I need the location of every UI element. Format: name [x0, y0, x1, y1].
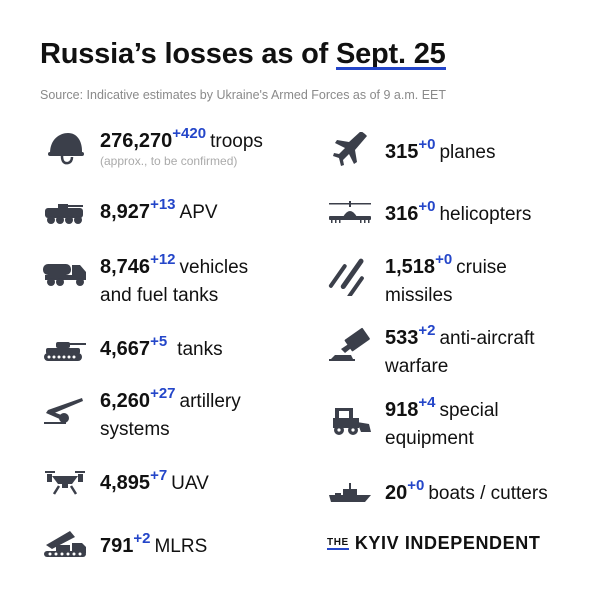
artillery-icon	[40, 392, 90, 432]
stat-label: helicopters	[439, 204, 532, 225]
kyiv-independent-logo: THE KYIV INDEPENDENT	[327, 533, 540, 554]
stat-delta: +13	[150, 196, 176, 213]
stat-delta: +0	[435, 251, 453, 268]
stat-delta: +5	[150, 333, 168, 350]
title-prefix: Russia’s losses as of	[40, 38, 329, 70]
stat-delta: +7	[150, 467, 168, 484]
stat-value: 1,518	[385, 256, 436, 278]
stat-value: 316	[385, 203, 419, 225]
tank-icon	[40, 330, 90, 370]
stat-vehicles: 8,746+12 vehicles and fuel tanks	[100, 251, 249, 309]
stat-delta: +2	[133, 530, 151, 547]
stat-uav: 4,895+7 UAV	[100, 467, 209, 498]
helicopter-icon	[325, 193, 375, 233]
stat-delta: +12	[150, 251, 176, 268]
stat-delta: +0	[407, 477, 425, 494]
fuel-truck-icon	[40, 254, 90, 294]
stat-label: tanks	[177, 339, 223, 360]
stat-delta: +0	[418, 136, 436, 153]
stat-value: 791	[100, 535, 134, 557]
source-note: Source: Indicative estimates by Ukraine'…	[40, 88, 447, 102]
loader-icon	[325, 400, 375, 440]
helmet-icon	[40, 127, 90, 167]
stat-troops: 276,270+420 troops (approx., to be confir…	[100, 125, 263, 168]
stat-special-equipment: 918+4 special equipment	[385, 394, 499, 452]
stat-value: 315	[385, 141, 419, 163]
stat-boats: 20+0 boats / cutters	[385, 477, 548, 508]
drone-icon	[40, 464, 90, 504]
stat-label: MLRS	[154, 536, 208, 557]
stat-delta: +0	[418, 198, 436, 215]
stat-label: special	[439, 400, 499, 421]
stat-label-line2: equipment	[385, 428, 474, 449]
stat-label-line2: systems	[100, 419, 170, 440]
stat-artillery: 6,260+27 artillery systems	[100, 385, 241, 443]
stat-label: cruise	[456, 257, 507, 278]
stat-label: vehicles	[179, 257, 249, 278]
stat-label: troops	[210, 131, 263, 152]
stat-label: planes	[439, 142, 496, 163]
stat-value: 4,895	[100, 472, 151, 494]
stat-value: 8,927	[100, 201, 151, 223]
missile-icon	[325, 256, 375, 296]
stat-value: 8,746	[100, 256, 151, 278]
stat-value: 533	[385, 327, 419, 349]
stat-cruise-missiles: 1,518+0 cruise missiles	[385, 251, 507, 309]
stat-anti-aircraft: 533+2 anti-aircraft warfare	[385, 322, 535, 380]
stat-label: anti-aircraft	[439, 328, 535, 349]
stat-tanks: 4,667+5 tanks	[100, 333, 223, 364]
plane-icon	[325, 130, 375, 170]
title-date: Sept. 25	[335, 38, 446, 70]
stat-delta: +27	[150, 385, 176, 402]
stat-note: (approx., to be confirmed)	[100, 154, 238, 168]
stat-value: 276,270	[100, 130, 173, 152]
logo-the: THE	[327, 537, 349, 550]
stat-value: 4,667	[100, 338, 151, 360]
stat-label: boats / cutters	[428, 483, 548, 504]
stat-helicopters: 316+0 helicopters	[385, 198, 532, 229]
stat-label-line2: missiles	[385, 285, 453, 306]
stat-label-line2: warfare	[385, 356, 449, 377]
stat-value: 6,260	[100, 390, 151, 412]
page-title: Russia’s losses as of Sept. 25	[40, 38, 446, 71]
stat-mlrs: 791+2 MLRS	[100, 530, 208, 561]
stat-delta: +4	[418, 394, 436, 411]
logo-name: KYIV INDEPENDENT	[354, 533, 541, 553]
stat-planes: 315+0 planes	[385, 136, 496, 167]
stat-label: UAV	[171, 473, 209, 494]
boat-icon	[325, 473, 375, 513]
stat-apv: 8,927+13 APV	[100, 196, 218, 227]
apv-icon	[40, 194, 90, 234]
stat-value: 20	[385, 482, 408, 504]
stat-label: APV	[179, 202, 218, 223]
stat-label: artillery	[179, 391, 241, 412]
stat-label-line2: and fuel tanks	[100, 285, 219, 306]
mlrs-icon	[40, 525, 90, 565]
stat-delta: +2	[418, 322, 436, 339]
anti-aircraft-icon	[325, 325, 375, 365]
stat-value: 918	[385, 399, 419, 421]
stat-delta: +420	[172, 125, 207, 142]
